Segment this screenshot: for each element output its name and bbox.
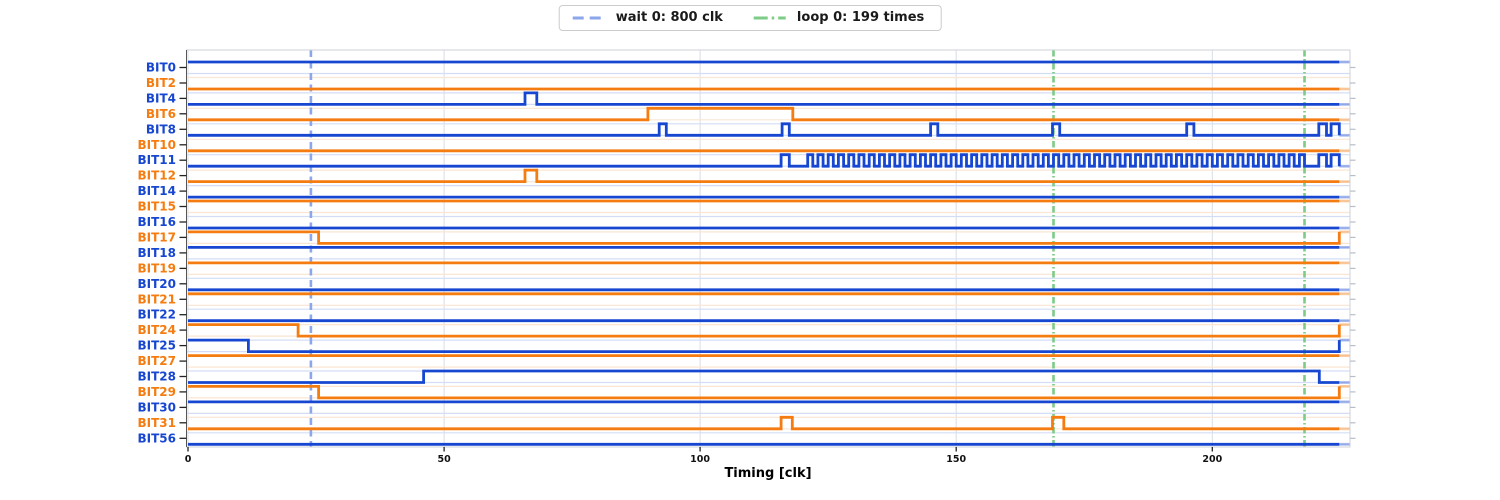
y-label-BIT11: BIT11 — [138, 153, 177, 167]
waveform-BIT11 — [188, 153, 1341, 168]
legend-loop-label: loop 0: 199 times — [796, 10, 925, 25]
waveform-BIT28 — [188, 369, 1340, 384]
loop-line-swatch-icon — [753, 16, 786, 19]
y-label-BIT30: BIT30 — [138, 400, 177, 414]
y-label-BIT21: BIT21 — [138, 292, 177, 306]
y-label-BIT28: BIT28 — [138, 370, 177, 384]
waveform-BIT4 — [188, 91, 1340, 106]
x-axis-label: Timing [clk] — [724, 466, 812, 481]
waveform-BIT31 — [188, 415, 1340, 431]
waveform-BIT17 — [188, 230, 1341, 245]
waveform-BIT8 — [188, 122, 1341, 137]
waveform-BIT12 — [188, 168, 1340, 183]
legend: wait 0: 800 clk loop 0: 199 times — [558, 5, 942, 31]
y-label-BIT2: BIT2 — [146, 76, 176, 90]
y-label-BIT14: BIT14 — [138, 184, 177, 198]
y-label-BIT56: BIT56 — [138, 431, 177, 445]
y-label-BIT25: BIT25 — [138, 339, 177, 353]
y-label-BIT29: BIT29 — [138, 385, 177, 399]
y-label-BIT12: BIT12 — [138, 169, 177, 183]
y-label-BIT19: BIT19 — [138, 261, 177, 275]
waveform-BIT29 — [188, 385, 1341, 400]
y-label-BIT16: BIT16 — [138, 215, 177, 229]
legend-item-wait: wait 0: 800 clk — [572, 10, 723, 25]
y-label-BIT10: BIT10 — [138, 138, 177, 152]
waveform-BIT25 — [188, 338, 1341, 353]
y-label-BIT27: BIT27 — [138, 354, 177, 368]
y-label-BIT22: BIT22 — [138, 308, 177, 322]
y-label-BIT15: BIT15 — [138, 200, 177, 214]
legend-wait-label: wait 0: 800 clk — [615, 10, 723, 25]
x-tick-label-0: 0 — [185, 454, 192, 465]
x-tick-label-200: 200 — [1202, 454, 1222, 465]
y-label-BIT0: BIT0 — [146, 61, 176, 75]
y-label-BIT31: BIT31 — [138, 416, 177, 430]
y-label-BIT18: BIT18 — [138, 246, 177, 260]
y-label-BIT17: BIT17 — [138, 230, 177, 244]
waveform-BIT24 — [188, 323, 1341, 338]
y-label-BIT6: BIT6 — [146, 107, 176, 121]
y-label-BIT24: BIT24 — [138, 323, 177, 337]
x-tick-label-150: 150 — [946, 454, 966, 465]
y-label-BIT8: BIT8 — [146, 122, 176, 136]
waveform-BIT6 — [188, 106, 1340, 122]
x-tick-label-100: 100 — [690, 454, 710, 465]
legend-item-loop: loop 0: 199 times — [753, 10, 924, 25]
x-tick-label-50: 50 — [437, 454, 451, 465]
wait-line-swatch-icon — [572, 16, 605, 19]
y-label-BIT20: BIT20 — [138, 277, 177, 291]
y-label-BIT4: BIT4 — [146, 91, 176, 105]
